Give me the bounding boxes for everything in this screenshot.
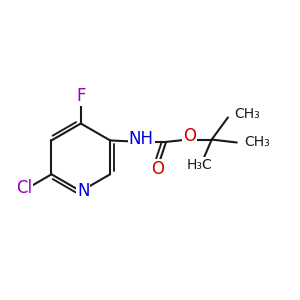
Text: Cl: Cl — [16, 179, 32, 197]
Text: H₃C: H₃C — [187, 158, 213, 172]
Text: O: O — [151, 160, 164, 178]
Text: NH: NH — [128, 130, 154, 148]
Text: CH₃: CH₃ — [234, 107, 260, 121]
Text: O: O — [183, 127, 196, 145]
Text: CH₃: CH₃ — [244, 136, 270, 149]
Text: N: N — [77, 182, 89, 200]
Text: F: F — [76, 87, 86, 105]
